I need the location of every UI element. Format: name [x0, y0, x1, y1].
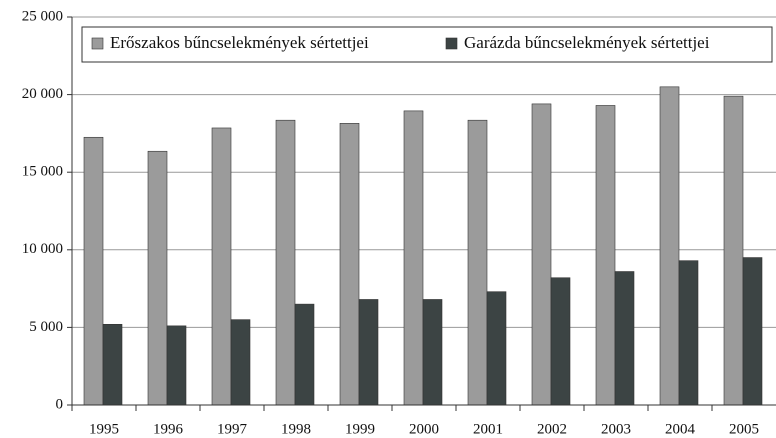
- bar: [678, 260, 699, 406]
- bar: [486, 291, 507, 406]
- bar: [659, 86, 680, 406]
- y-tick-label: 15 000: [22, 164, 63, 180]
- legend-swatch: [91, 37, 104, 50]
- bar: [742, 257, 763, 406]
- x-tick-label: 2002: [537, 421, 567, 437]
- y-tick-label: 0: [56, 396, 64, 412]
- legend-swatch: [445, 37, 458, 50]
- bar: [211, 127, 232, 406]
- x-tick-label: 2003: [601, 421, 631, 437]
- bar: [531, 103, 552, 406]
- legend-label: Erőszakos bűncselekmények sértettjei: [110, 33, 369, 52]
- x-tick-label: 1997: [217, 421, 248, 437]
- bar: [358, 299, 379, 406]
- x-tick-label: 2001: [473, 421, 503, 437]
- legend-box: [81, 26, 773, 63]
- bar: [723, 95, 744, 406]
- x-tick-label: 1998: [281, 421, 311, 437]
- bar: [83, 136, 104, 406]
- bar: [339, 123, 360, 406]
- x-tick-label: 2005: [729, 421, 759, 437]
- x-tick-label: 1995: [89, 421, 119, 437]
- y-tick-label: 10 000: [22, 241, 63, 257]
- bar: [467, 119, 488, 406]
- legend-label: Garázda bűncselekmények sértettjei: [464, 33, 710, 52]
- bar: [403, 110, 424, 406]
- bar: [294, 303, 315, 406]
- bar: [614, 271, 635, 406]
- bar: [230, 319, 251, 406]
- bar: [166, 325, 187, 406]
- bar: [102, 323, 123, 406]
- bar: [595, 105, 616, 406]
- bar: [550, 277, 571, 406]
- x-tick-label: 2004: [665, 421, 696, 437]
- y-tick-label: 20 000: [22, 86, 63, 102]
- x-tick-label: 1996: [153, 421, 184, 437]
- x-tick-label: 2000: [409, 421, 439, 437]
- y-tick-label: 25 000: [22, 8, 63, 24]
- bar: [275, 119, 296, 406]
- y-tick-label: 5 000: [29, 319, 63, 335]
- x-tick-label: 1999: [345, 421, 375, 437]
- bar: [147, 150, 168, 406]
- bar: [422, 299, 443, 406]
